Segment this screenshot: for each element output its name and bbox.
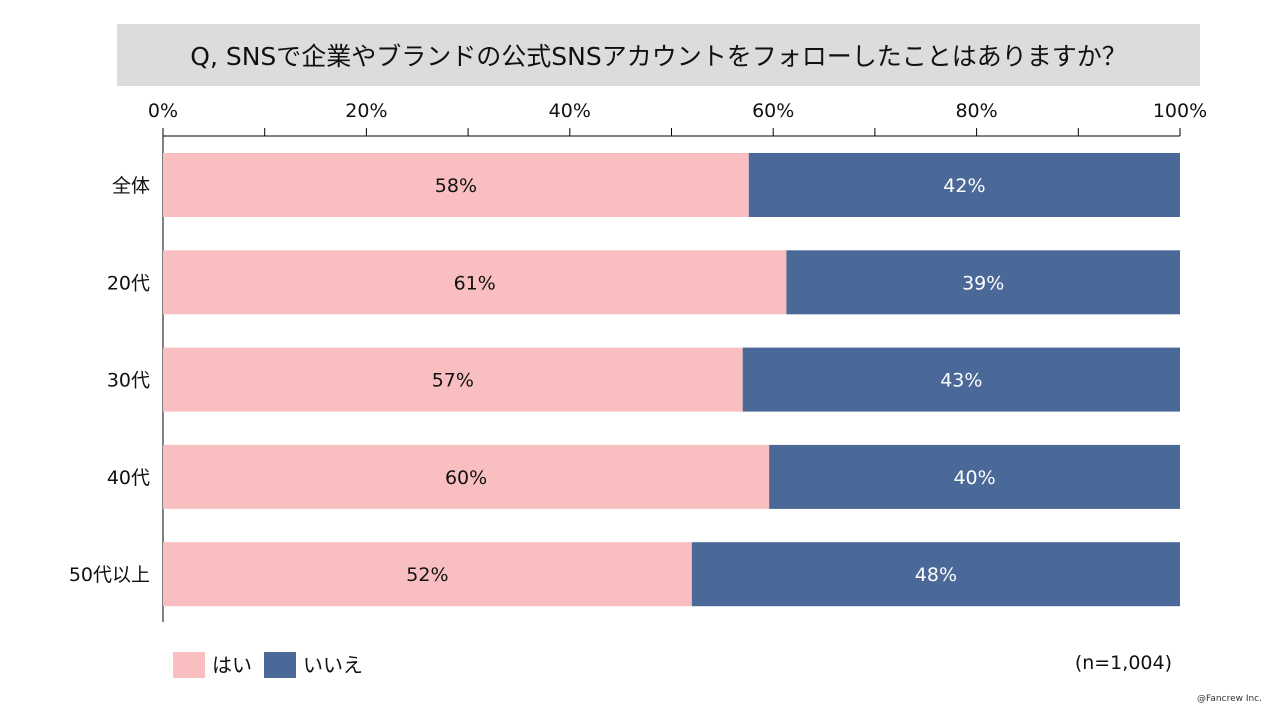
bar-yes [163, 153, 749, 217]
x-tick-label: 80% [955, 100, 997, 122]
bar-yes [163, 542, 692, 607]
x-tick-label: 60% [752, 100, 794, 122]
data-label: 39% [962, 272, 1004, 294]
bar-no [742, 347, 1180, 412]
x-tick-label: 40% [549, 100, 591, 122]
data-label: 58% [435, 175, 477, 197]
sample-size-note: (n=1,004) [1074, 652, 1172, 674]
data-label: 57% [432, 370, 474, 392]
category-label: 50代以上 [69, 564, 150, 586]
legend-swatch-yes [173, 652, 205, 678]
data-label: 60% [445, 467, 487, 489]
bar-no [748, 153, 1180, 217]
data-label: 40% [953, 467, 995, 489]
data-label: 52% [406, 564, 448, 586]
category-label: 20代 [107, 272, 150, 294]
legend-swatch-no [264, 652, 296, 678]
x-tick-label: 0% [148, 100, 178, 122]
category-label: 全体 [112, 175, 150, 197]
chart-title: Q, SNSで企業やブランドの公式SNSアカウントをフォローしたことはありますか… [117, 24, 1200, 86]
category-label: 30代 [107, 370, 150, 392]
data-label: 43% [940, 370, 982, 392]
x-tick-label: 100% [1153, 100, 1207, 122]
legend-label-yes: はい [212, 653, 252, 677]
data-label: 42% [943, 175, 985, 197]
legend-label-no: いいえ [303, 653, 363, 677]
x-tick-label: 20% [345, 100, 387, 122]
copyright: @Fancrew Inc. [1197, 694, 1262, 704]
bar-no [691, 542, 1180, 607]
bar-yes [163, 250, 787, 315]
data-label: 61% [454, 272, 496, 294]
data-label: 48% [915, 564, 957, 586]
category-label: 40代 [107, 467, 150, 489]
bar-yes [163, 347, 743, 412]
bar-yes [163, 444, 770, 509]
bar-no [769, 444, 1180, 509]
bar-no [786, 250, 1180, 315]
